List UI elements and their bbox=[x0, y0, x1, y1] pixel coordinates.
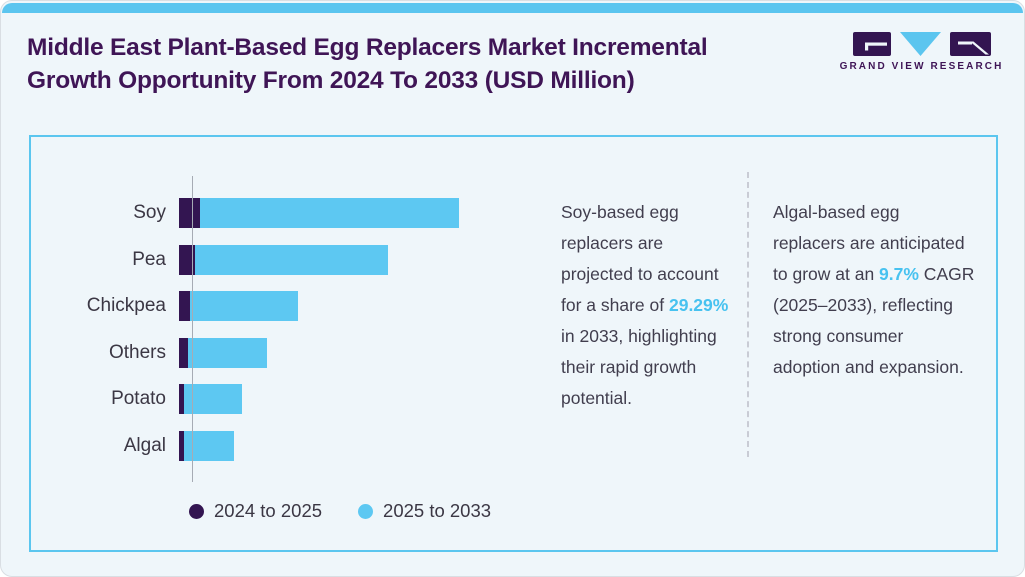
bar-row: Potato bbox=[61, 384, 531, 431]
bar-segment-2025-to-2033 bbox=[200, 198, 459, 228]
dashed-divider bbox=[747, 172, 749, 457]
legend-dot bbox=[189, 503, 204, 519]
bar-segment-2024-to-2025 bbox=[179, 384, 184, 415]
logo-r-icon bbox=[949, 32, 991, 56]
page-title-line-2: Growth Opportunity From 2024 To 2033 (US… bbox=[27, 67, 635, 94]
bar-segment-2025-to-2033 bbox=[195, 244, 388, 275]
legend-dot bbox=[358, 503, 374, 519]
bar-segment-2024-to-2025 bbox=[179, 244, 195, 275]
note-algal-text: Algal-based egg replacers are anticipate… bbox=[773, 202, 965, 284]
legend-item-2024-to-2025: 2024 to 2025 bbox=[189, 500, 322, 522]
bar-stack bbox=[179, 198, 459, 228]
bar-segment-2024-to-2025 bbox=[179, 198, 200, 228]
bar-row: Others bbox=[61, 337, 531, 385]
y-axis-line bbox=[192, 176, 193, 482]
brand-name: GRAND VIEW RESEARCH bbox=[839, 61, 1004, 72]
bar-stack bbox=[179, 430, 234, 461]
bar-stack bbox=[179, 337, 267, 368]
page-title-line-1: Middle East Plant-Based Egg Replacers Ma… bbox=[27, 34, 708, 61]
bar-row: Pea bbox=[61, 244, 531, 292]
legend-item-2025-to-2033: 2025 to 2033 bbox=[358, 500, 491, 522]
chart-card: Soy Pea Chickpea Others Potato Algal 2024 to … bbox=[29, 135, 998, 552]
bar-row: Algal bbox=[61, 430, 531, 478]
bar-row: Soy bbox=[61, 198, 531, 245]
note-algal: Algal-based egg replacers are anticipate… bbox=[773, 197, 975, 383]
bar-category-label: Potato bbox=[111, 388, 166, 410]
bar-rows: Soy Pea Chickpea Others Potato Algal bbox=[61, 176, 531, 482]
note-soy-text: Soy-based egg replacers are projected to… bbox=[561, 202, 719, 315]
logo-v-icon bbox=[899, 32, 941, 56]
bar-segment-2024-to-2025 bbox=[179, 430, 184, 461]
bar-segment-2025-to-2033 bbox=[184, 384, 242, 415]
bar-stack bbox=[179, 244, 388, 275]
page-title: Middle East Plant-Based Egg Replacers Ma… bbox=[27, 31, 708, 97]
chart-legend: 2024 to 2025 2025 to 2033 bbox=[189, 500, 491, 522]
bar-row: Chickpea bbox=[61, 291, 531, 338]
bar-category-label: Pea bbox=[132, 248, 166, 270]
top-accent-strip bbox=[2, 3, 1023, 13]
bar-category-label: Chickpea bbox=[86, 295, 166, 317]
bar-category-label: Others bbox=[108, 341, 166, 363]
note-algal-highlight: 9.7% bbox=[879, 264, 919, 284]
brand-logo: GRAND VIEW RESEARCH bbox=[840, 32, 1001, 72]
logo-g-icon bbox=[852, 32, 891, 56]
bar-segment-2025-to-2033 bbox=[188, 337, 267, 368]
legend-label: 2025 to 2033 bbox=[383, 500, 492, 521]
note-soy-text-end: in 2033, highlighting their rapid growth… bbox=[561, 326, 717, 408]
gvr-logo-icon bbox=[852, 32, 991, 56]
bar-segment-2024-to-2025 bbox=[179, 337, 188, 368]
bar-category-label: Soy bbox=[133, 202, 166, 223]
note-soy: Soy-based egg replacers are projected to… bbox=[561, 197, 737, 414]
note-soy-highlight: 29.29% bbox=[668, 295, 729, 315]
bar-chart: Soy Pea Chickpea Others Potato Algal bbox=[61, 176, 531, 482]
note-algal-text-end: CAGR (2025–2033), reflecting strong cons… bbox=[773, 264, 975, 377]
bar-segment-2025-to-2033 bbox=[190, 291, 298, 322]
bar-segment-2024-to-2025 bbox=[179, 291, 190, 322]
bar-stack bbox=[179, 291, 298, 322]
legend-label: 2024 to 2025 bbox=[214, 500, 323, 521]
bar-stack bbox=[179, 384, 242, 415]
bar-category-label: Algal bbox=[123, 434, 166, 456]
